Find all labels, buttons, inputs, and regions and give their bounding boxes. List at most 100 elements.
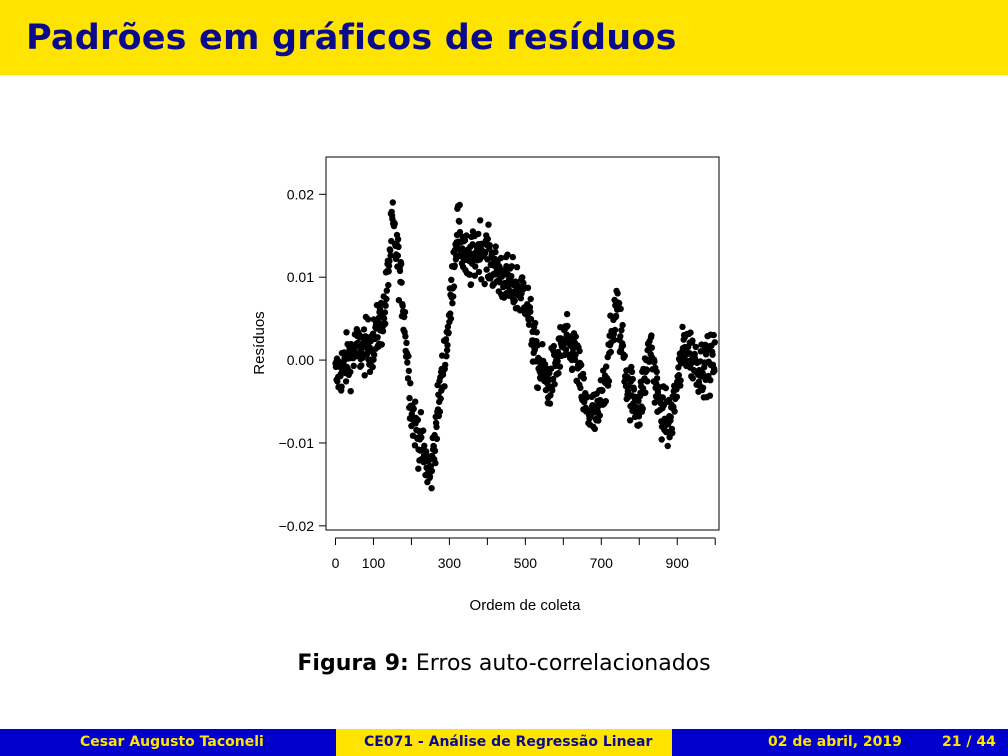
data-point (648, 332, 655, 339)
data-point (653, 368, 660, 375)
data-point (508, 263, 515, 270)
data-point (383, 287, 390, 294)
data-point (644, 378, 651, 385)
x-tick-label: 300 (438, 555, 462, 571)
data-point (350, 362, 357, 369)
data-point (441, 383, 448, 390)
data-point (486, 242, 493, 249)
data-point (710, 331, 717, 339)
data-point (572, 333, 579, 340)
data-point (621, 352, 628, 360)
data-point (433, 423, 440, 431)
data-point (456, 201, 463, 209)
data-point (461, 237, 469, 244)
data-point (484, 256, 491, 263)
data-point (675, 372, 682, 379)
footer-course: CE071 - Análise de Regressão Linear (364, 734, 653, 750)
data-point (414, 416, 422, 424)
x-tick-label: 100 (362, 555, 386, 571)
data-point (376, 305, 384, 312)
data-point (576, 347, 583, 355)
data-point (382, 320, 389, 327)
data-point (403, 339, 410, 347)
data-point (653, 375, 661, 382)
data-point (421, 442, 428, 449)
data-point (370, 356, 377, 363)
data-point (341, 349, 348, 356)
data-point (527, 295, 534, 303)
data-point (549, 375, 557, 383)
data-point (611, 326, 619, 334)
data-point (387, 247, 394, 254)
data-point (398, 260, 405, 268)
data-point (596, 412, 603, 419)
data-point (467, 281, 475, 288)
data-point (541, 361, 549, 368)
data-point (472, 263, 479, 270)
data-point (554, 357, 561, 365)
data-point (629, 375, 636, 383)
data-point (628, 368, 636, 376)
data-point (447, 310, 454, 317)
data-point (410, 405, 417, 413)
data-point (550, 342, 557, 350)
data-point (630, 386, 638, 393)
data-point (599, 387, 606, 394)
data-point (628, 363, 635, 371)
data-point (556, 363, 564, 370)
data-point (369, 363, 376, 371)
data-point (404, 359, 411, 366)
data-point (636, 421, 643, 428)
data-point (572, 351, 579, 358)
data-point (380, 315, 388, 322)
data-point (481, 250, 489, 257)
data-point (679, 323, 686, 331)
data-point (385, 262, 393, 270)
data-point (551, 381, 558, 388)
data-point (477, 217, 484, 224)
data-point (406, 394, 413, 402)
data-point (662, 384, 669, 392)
data-point (436, 408, 444, 415)
data-point (539, 341, 546, 348)
data-point (614, 290, 621, 297)
data-point (391, 220, 398, 227)
data-point (394, 252, 401, 259)
data-point (389, 199, 396, 206)
data-point (667, 413, 674, 421)
data-point (578, 361, 585, 369)
data-point (378, 341, 385, 348)
data-point (527, 315, 535, 323)
data-point (618, 327, 625, 334)
data-point (697, 348, 704, 355)
data-point (619, 321, 626, 329)
y-tick-label: 0.00 (287, 352, 314, 368)
data-point (379, 328, 387, 335)
data-point (370, 316, 377, 323)
data-point (496, 279, 504, 286)
data-point (358, 362, 365, 369)
x-tick-label: 900 (666, 555, 690, 571)
data-point (456, 218, 463, 225)
data-point (398, 279, 405, 286)
data-point (475, 230, 482, 238)
data-point (471, 272, 478, 279)
data-point (677, 382, 684, 389)
data-point (361, 372, 368, 379)
data-point (547, 392, 554, 399)
data-point (399, 302, 406, 310)
data-point (619, 342, 627, 349)
data-point (706, 392, 714, 399)
data-point (546, 400, 554, 407)
data-point (407, 380, 414, 387)
data-point (338, 383, 345, 390)
axes-layer: −0.02 −0.01 0.00 0.01 0.02 0 100 300 500 700 900 (279, 186, 716, 571)
data-point (433, 435, 441, 442)
data-point (571, 356, 579, 363)
data-point (385, 281, 392, 289)
data-point (533, 329, 540, 336)
data-point (428, 467, 436, 475)
data-point (648, 344, 655, 351)
data-point (445, 329, 452, 336)
data-point (699, 384, 707, 391)
